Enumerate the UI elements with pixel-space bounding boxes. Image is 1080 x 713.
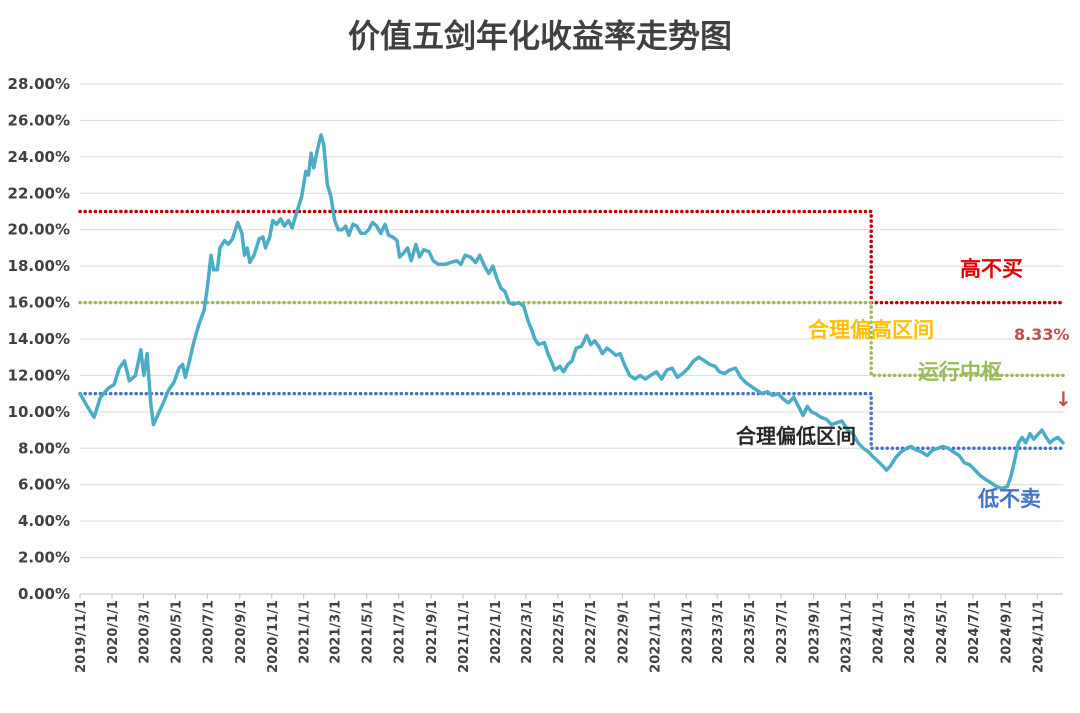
band-lines xyxy=(78,209,1065,451)
annotation-current-value: 8.33% xyxy=(1014,325,1070,344)
x-tick-label: 2020/7/1 xyxy=(201,600,216,664)
x-tick-label: 2020/1/1 xyxy=(106,600,121,664)
band-line-middle xyxy=(78,300,1065,378)
y-tick-label: 2.00% xyxy=(18,549,70,567)
y-tick-label: 6.00% xyxy=(18,476,70,494)
x-tick-label: 2024/3/1 xyxy=(903,600,918,664)
x-tick-label: 2024/9/1 xyxy=(999,600,1014,664)
x-tick-label: 2019/11/1 xyxy=(74,600,89,673)
y-tick-label: 14.00% xyxy=(8,330,70,348)
x-tick-label: 2023/5/1 xyxy=(743,600,758,664)
x-tick-label: 2023/7/1 xyxy=(775,600,790,664)
annotation-arrow: ↓ xyxy=(1055,387,1072,411)
x-tick-label: 2021/5/1 xyxy=(361,600,376,664)
annotation-middle-axis: 运行中枢 xyxy=(918,360,1002,384)
x-tick-label: 2023/1/1 xyxy=(680,600,695,664)
chart-title: 价值五剑年化收益率走势图 xyxy=(348,17,732,55)
x-tick-label: 2020/9/1 xyxy=(234,600,249,664)
x-tick-label: 2021/7/1 xyxy=(393,600,408,664)
band-line-lower xyxy=(78,391,1065,451)
y-tick-label: 20.00% xyxy=(8,221,70,239)
x-tick-label: 2024/1/1 xyxy=(872,600,887,664)
y-tick-label: 8.00% xyxy=(18,439,70,457)
x-tick-label: 2020/11/1 xyxy=(266,600,281,673)
y-tick-label: 4.00% xyxy=(18,512,70,530)
grid-lines xyxy=(80,83,1063,595)
annotation-low-no-sell: 低不卖 xyxy=(977,487,1041,511)
x-tick-label: 2024/11/1 xyxy=(1031,600,1046,673)
annotation-lower-zone: 合理偏低区间 xyxy=(736,424,856,448)
x-tick-label: 2023/11/1 xyxy=(840,600,855,673)
y-tick-label: 10.00% xyxy=(8,403,70,421)
y-tick-label: 26.00% xyxy=(8,111,70,129)
x-tick-label: 2022/9/1 xyxy=(616,600,631,664)
x-tick-label: 2020/5/1 xyxy=(169,600,184,664)
x-tick-label: 2024/5/1 xyxy=(935,600,950,664)
x-tick-label: 2022/7/1 xyxy=(584,600,599,664)
y-tick-label: 18.00% xyxy=(8,257,70,275)
x-tick-label: 2022/5/1 xyxy=(552,600,567,664)
annotations: 高不买 合理偏高区间 8.33% 运行中枢 ↓ 合理偏低区间 低不卖 xyxy=(736,257,1072,511)
annotation-upper-zone: 合理偏高区间 xyxy=(808,318,934,342)
y-tick-label: 0.00% xyxy=(18,585,70,603)
x-tick-labels: 2019/11/1 2020/1/1 2020/3/1 2020/5/1 2020/7/… xyxy=(74,594,1046,673)
series-line-annualized-return xyxy=(78,133,1065,491)
x-tick-label: 2022/11/1 xyxy=(648,600,663,673)
x-tick-label: 2022/1/1 xyxy=(489,600,504,664)
y-tick-label: 12.00% xyxy=(8,366,70,384)
annotation-high-no-buy: 高不买 xyxy=(960,257,1023,281)
x-tick-label: 2020/3/1 xyxy=(137,600,152,664)
x-tick-label: 2021/11/1 xyxy=(457,600,472,673)
x-tick-label: 2024/7/1 xyxy=(967,600,982,664)
x-tick-label: 2023/3/1 xyxy=(711,600,726,664)
series-lines xyxy=(78,133,1065,491)
band-line-upper xyxy=(78,209,1065,305)
x-tick-label: 2021/9/1 xyxy=(425,600,440,664)
x-tick-label: 2021/1/1 xyxy=(298,600,313,664)
y-tick-label: 22.00% xyxy=(8,184,70,202)
y-tick-label: 28.00% xyxy=(8,75,70,93)
y-tick-label: 24.00% xyxy=(8,148,70,166)
y-tick-label: 16.00% xyxy=(8,294,70,312)
x-tick-label: 2022/3/1 xyxy=(520,600,535,664)
x-tick-label: 2023/9/1 xyxy=(808,600,823,664)
x-tick-label: 2021/3/1 xyxy=(329,600,344,664)
y-tick-labels: 0.00% 2.00% 4.00% 6.00% 8.00% 10.00% 12.00% 14.… xyxy=(8,75,70,603)
